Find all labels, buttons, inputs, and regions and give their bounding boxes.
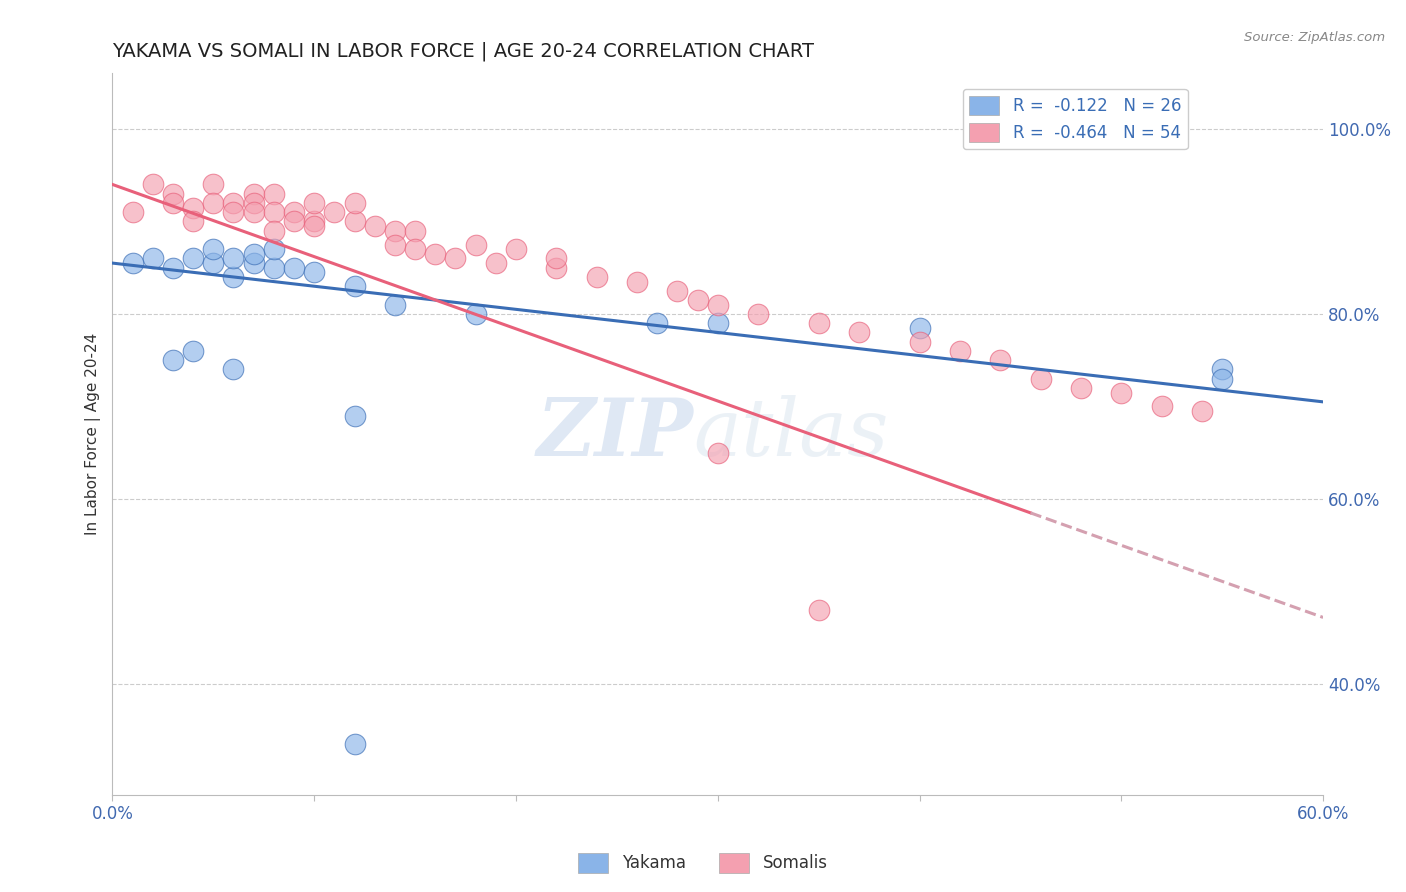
Point: [343, 214, 366, 228]
Point: [546, 260, 568, 275]
Point: [343, 737, 366, 751]
Text: atlas: atlas: [693, 395, 889, 473]
Point: [242, 186, 264, 201]
Text: Source: ZipAtlas.com: Source: ZipAtlas.com: [1244, 31, 1385, 45]
Text: YAKAMA VS SOMALI IN LABOR FORCE | AGE 20-24 CORRELATION CHART: YAKAMA VS SOMALI IN LABOR FORCE | AGE 20…: [112, 42, 814, 62]
Point: [242, 196, 264, 211]
Point: [404, 224, 426, 238]
Point: [425, 247, 447, 261]
Point: [181, 252, 204, 266]
Point: [807, 316, 830, 330]
Point: [162, 353, 184, 368]
Point: [1111, 385, 1133, 400]
Point: [263, 205, 285, 219]
Point: [323, 205, 346, 219]
Point: [242, 205, 264, 219]
Point: [142, 252, 165, 266]
Point: [384, 298, 406, 312]
Point: [181, 201, 204, 215]
Point: [707, 298, 730, 312]
Point: [283, 214, 305, 228]
Point: [747, 307, 769, 321]
Point: [302, 196, 325, 211]
Point: [283, 260, 305, 275]
Point: [202, 178, 225, 192]
Point: [121, 205, 143, 219]
Point: [1211, 372, 1233, 386]
Legend: R =  -0.122   N = 26, R =  -0.464   N = 54: R = -0.122 N = 26, R = -0.464 N = 54: [963, 89, 1188, 149]
Point: [949, 343, 972, 358]
Point: [464, 307, 486, 321]
Text: ZIP: ZIP: [537, 395, 693, 473]
Point: [302, 214, 325, 228]
Point: [263, 186, 285, 201]
Point: [343, 196, 366, 211]
Point: [121, 256, 143, 270]
Point: [404, 242, 426, 256]
Point: [645, 316, 668, 330]
Point: [181, 343, 204, 358]
Point: [263, 224, 285, 238]
Point: [222, 269, 245, 284]
Point: [1029, 372, 1052, 386]
Point: [222, 252, 245, 266]
Point: [585, 269, 607, 284]
Point: [222, 362, 245, 376]
Point: [807, 603, 830, 617]
Point: [302, 265, 325, 279]
Point: [444, 252, 467, 266]
Point: [162, 196, 184, 211]
Point: [263, 242, 285, 256]
Point: [707, 446, 730, 460]
Point: [1070, 381, 1092, 395]
Point: [343, 409, 366, 423]
Point: [202, 256, 225, 270]
Point: [263, 260, 285, 275]
Point: [546, 252, 568, 266]
Point: [1150, 400, 1173, 414]
Point: [222, 205, 245, 219]
Point: [1191, 404, 1213, 418]
Point: [908, 321, 931, 335]
Y-axis label: In Labor Force | Age 20-24: In Labor Force | Age 20-24: [86, 333, 101, 535]
Legend: Yakama, Somalis: Yakama, Somalis: [572, 847, 834, 880]
Point: [848, 326, 870, 340]
Point: [302, 219, 325, 233]
Point: [222, 196, 245, 211]
Point: [707, 316, 730, 330]
Point: [384, 237, 406, 252]
Point: [1211, 362, 1233, 376]
Point: [202, 242, 225, 256]
Point: [181, 214, 204, 228]
Point: [364, 219, 387, 233]
Point: [464, 237, 486, 252]
Point: [202, 196, 225, 211]
Point: [283, 205, 305, 219]
Point: [242, 256, 264, 270]
Point: [142, 178, 165, 192]
Point: [485, 256, 508, 270]
Point: [242, 247, 264, 261]
Point: [626, 275, 648, 289]
Point: [686, 293, 709, 307]
Point: [162, 186, 184, 201]
Point: [988, 353, 1011, 368]
Point: [384, 224, 406, 238]
Point: [162, 260, 184, 275]
Point: [908, 334, 931, 349]
Point: [505, 242, 527, 256]
Point: [666, 284, 689, 298]
Point: [343, 279, 366, 293]
